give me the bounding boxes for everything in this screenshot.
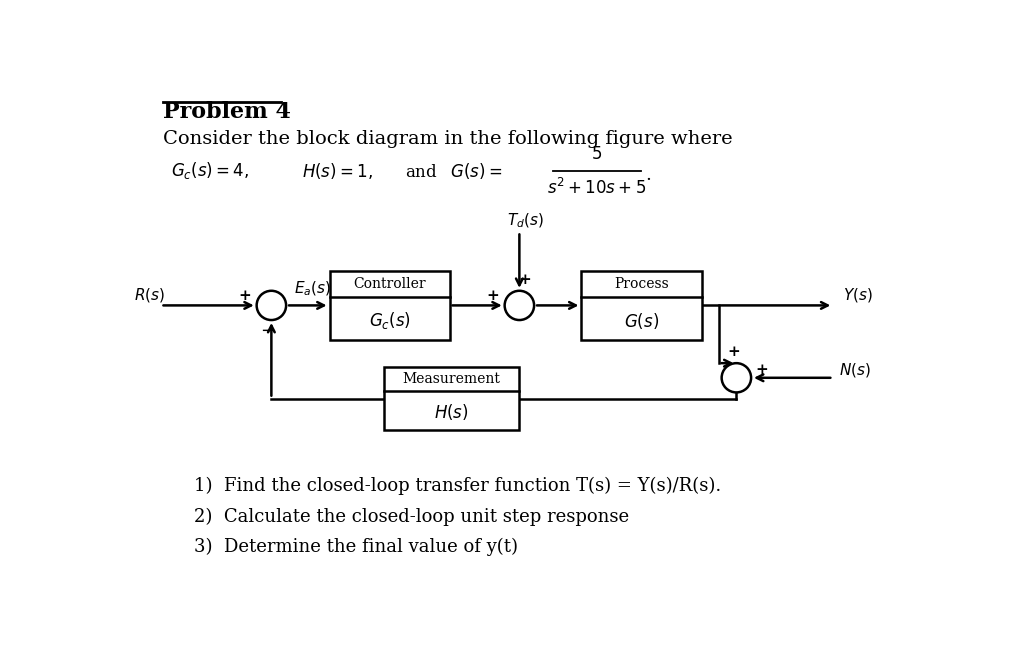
Text: $N(s)$: $N(s)$ <box>840 361 871 379</box>
Text: 2)  Calculate the closed-loop unit step response: 2) Calculate the closed-loop unit step r… <box>194 507 629 525</box>
Text: $T_d(s)$: $T_d(s)$ <box>507 211 544 230</box>
Text: $H(s) = 1,$: $H(s) = 1,$ <box>302 161 373 181</box>
Circle shape <box>505 291 535 320</box>
Text: +: + <box>486 289 500 303</box>
Text: .: . <box>645 166 651 184</box>
Text: $Y(s)$: $Y(s)$ <box>843 287 872 305</box>
Text: 3)  Determine the final value of y(t): 3) Determine the final value of y(t) <box>194 538 518 557</box>
Text: $R(s)$: $R(s)$ <box>134 287 165 305</box>
Text: $G_c(s)$: $G_c(s)$ <box>369 310 411 331</box>
Text: Process: Process <box>614 277 669 291</box>
Text: Controller: Controller <box>353 277 426 291</box>
Text: $E_a(s)$: $E_a(s)$ <box>294 279 331 298</box>
Text: $s^2 + 10s + 5$: $s^2 + 10s + 5$ <box>548 178 646 198</box>
Text: $G(s)$: $G(s)$ <box>624 311 659 331</box>
Text: $H(s)$: $H(s)$ <box>434 402 469 422</box>
Circle shape <box>257 291 286 320</box>
Text: +: + <box>518 273 531 287</box>
Text: and $\;\;G(s) =$: and $\;\;G(s) =$ <box>406 161 503 181</box>
Text: −: − <box>260 322 275 340</box>
Text: $5$: $5$ <box>591 146 602 163</box>
Circle shape <box>722 363 751 392</box>
Text: $G_c(s) = 4,$: $G_c(s) = 4,$ <box>171 160 249 181</box>
Bar <box>384 367 519 430</box>
Text: Consider the block diagram in the following figure where: Consider the block diagram in the follow… <box>163 130 732 148</box>
Bar <box>582 271 701 340</box>
Text: Measurement: Measurement <box>402 372 501 386</box>
Text: +: + <box>756 363 768 377</box>
Text: 1)  Find the closed-loop transfer function T(s) = Y(s)/R(s).: 1) Find the closed-loop transfer functio… <box>194 476 721 495</box>
Text: +: + <box>727 345 739 359</box>
Bar <box>330 271 450 340</box>
Text: Problem 4: Problem 4 <box>163 100 291 122</box>
Text: +: + <box>239 289 252 303</box>
